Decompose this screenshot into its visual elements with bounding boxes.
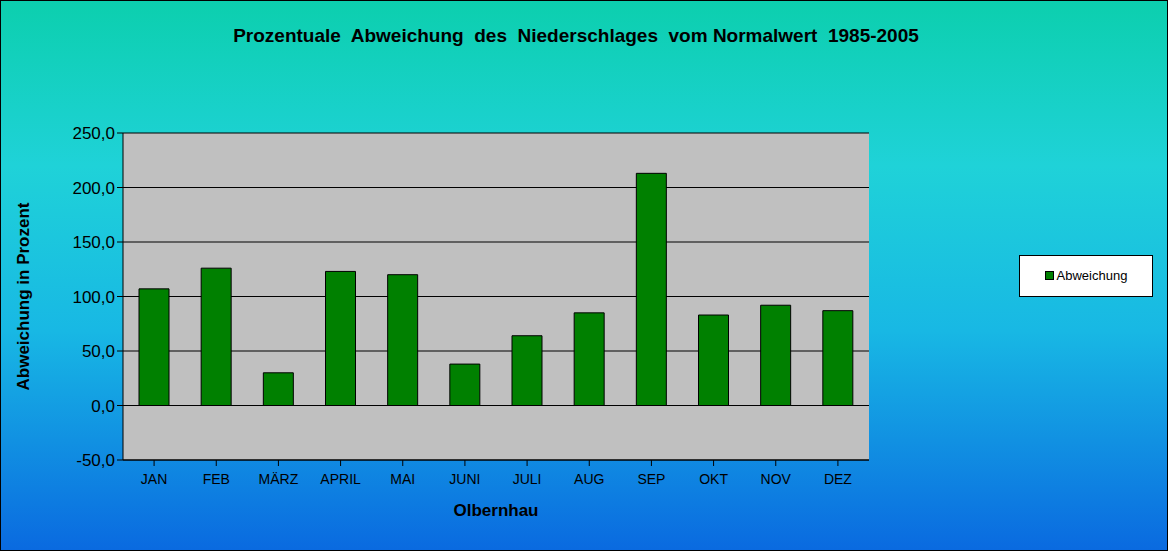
svg-text:OKT: OKT	[699, 471, 728, 487]
svg-text:FEB: FEB	[203, 471, 230, 487]
html-text:Prozentuale Abweichung des Nie: Prozentuale Abweichung des Niederschlage…	[233, 25, 919, 46]
svg-text:DEZ: DEZ	[824, 471, 852, 487]
svg-text:100,0: 100,0	[72, 288, 115, 307]
svg-text:SEP: SEP	[637, 471, 665, 487]
svg-text:APRIL: APRIL	[320, 471, 361, 487]
svg-text:200,0: 200,0	[72, 179, 115, 198]
svg-text:MAI: MAI	[390, 471, 415, 487]
svg-text:MÄRZ: MÄRZ	[259, 471, 299, 487]
svg-text:0,0: 0,0	[91, 397, 115, 416]
svg-text:250,0: 250,0	[72, 124, 115, 143]
svg-text:-50,0: -50,0	[76, 451, 115, 470]
svg-text:AUG: AUG	[574, 471, 604, 487]
svg-text:JULI: JULI	[513, 471, 542, 487]
svg-text:Abweichung in Prozent: Abweichung in Prozent	[14, 202, 33, 390]
html-text:Abweichung: Abweichung	[1056, 268, 1128, 283]
svg-text:JAN: JAN	[141, 471, 167, 487]
svg-text:JUNI: JUNI	[449, 471, 480, 487]
svg-text:NOV: NOV	[761, 471, 792, 487]
svg-text:150,0: 150,0	[72, 233, 115, 252]
svg-text:Olbernhau: Olbernhau	[453, 501, 538, 520]
svg-text:50,0: 50,0	[82, 342, 115, 361]
